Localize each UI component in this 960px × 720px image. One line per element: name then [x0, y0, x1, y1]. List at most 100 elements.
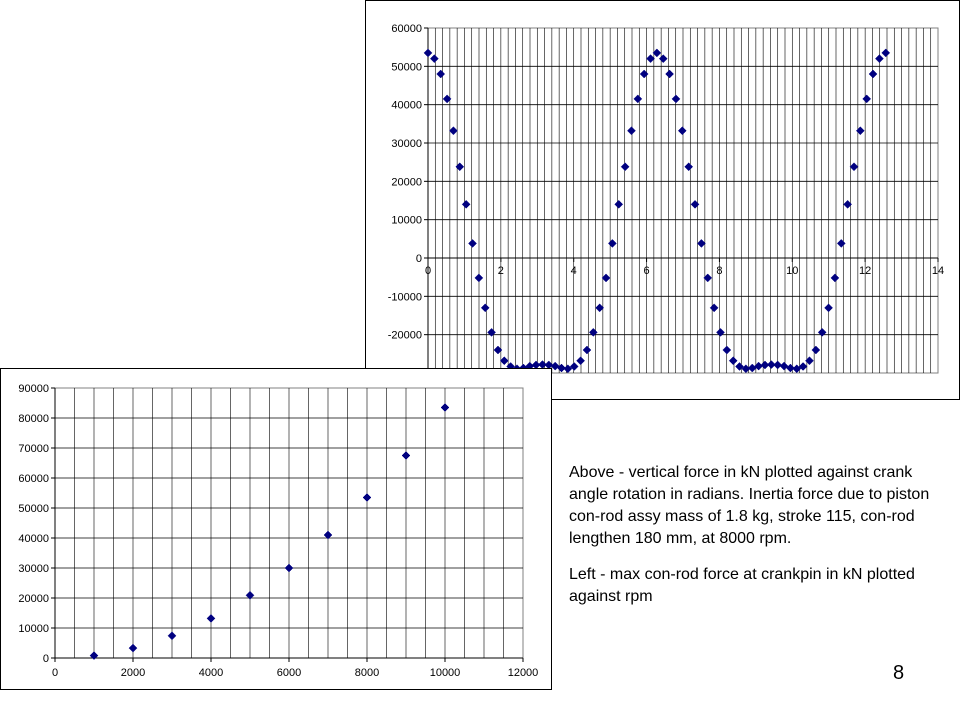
y-tick-label: 40000 [391, 100, 422, 112]
x-tick-label: 0 [425, 265, 431, 277]
x-tick-label: 4000 [199, 667, 223, 679]
data-point [362, 493, 372, 502]
data-point [563, 364, 573, 374]
x-tick-label: 6 [644, 265, 650, 277]
data-point [588, 328, 598, 337]
data-point [245, 590, 255, 600]
x-tick-label: 12 [859, 265, 871, 277]
y-tick-label: 20000 [391, 176, 422, 188]
data-point [786, 363, 795, 373]
data-point [595, 303, 605, 313]
data-point [499, 356, 509, 366]
data-point [716, 328, 725, 337]
data-point [487, 328, 496, 337]
data-point [722, 345, 732, 355]
data-point [862, 94, 872, 104]
data-point [868, 69, 878, 79]
data-point [830, 273, 840, 283]
data-point [442, 94, 452, 104]
data-point [468, 239, 477, 248]
data-point [658, 54, 668, 64]
data-point [690, 199, 700, 209]
data-point [620, 162, 630, 172]
x-tick-label: 8000 [355, 667, 379, 679]
x-tick-label: 10000 [430, 667, 461, 679]
y-tick-label: 60000 [18, 473, 49, 485]
data-point [474, 273, 484, 283]
data-point [436, 69, 446, 79]
data-point [608, 239, 617, 248]
data-point [323, 530, 333, 540]
y-tick-label: 70000 [18, 443, 49, 455]
data-point [735, 362, 744, 371]
data-point [677, 126, 687, 136]
data-point [875, 54, 884, 64]
data-point [557, 363, 566, 373]
data-point [760, 360, 770, 370]
data-point [89, 651, 99, 660]
data-point [703, 273, 713, 283]
rpm-force-chart: 0 10000 20000 30000 40000 50000 60000 70000 8000… [0, 368, 552, 690]
x-tick-label: 8 [716, 265, 722, 277]
y-tick-label: 60000 [391, 23, 422, 35]
y-tick-label: 20000 [18, 593, 49, 605]
data-point [779, 361, 789, 371]
caption-above: Above - vertical force in kN plotted aga… [569, 464, 930, 547]
data-point [582, 345, 592, 355]
y-tick-label: 80000 [18, 413, 49, 425]
data-point [697, 239, 706, 248]
data-point [665, 69, 674, 79]
data-point [798, 362, 808, 371]
data-point [652, 48, 662, 58]
data-point [576, 356, 585, 366]
crank-angle-force-chart: -30000-20000-100000100002000030000400005… [365, 0, 960, 400]
x-tick-label: 12000 [508, 667, 539, 679]
data-point [614, 199, 624, 209]
data-point [849, 162, 859, 172]
y-tick-label: -20000 [388, 330, 422, 342]
y-tick-label: 10000 [18, 623, 49, 635]
data-point [550, 361, 560, 371]
data-point [480, 303, 490, 313]
data-point [843, 199, 852, 209]
data-point [633, 94, 643, 104]
y-tick-label: 10000 [391, 215, 422, 227]
data-point [773, 360, 783, 370]
crank-angle-force-plot: -30000-20000-100000100002000030000400005… [388, 23, 944, 380]
y-tick-label: 0 [43, 653, 49, 665]
y-tick-label: 90000 [18, 383, 49, 395]
data-point [284, 563, 294, 573]
data-point [646, 54, 655, 64]
y-tick-label: 0 [416, 253, 422, 265]
data-point [728, 356, 738, 366]
x-tick-label: 2000 [121, 667, 145, 679]
data-point [824, 303, 833, 313]
rpm-force-plot: 0100002000030000400005000060000700008000… [18, 383, 539, 679]
data-point [440, 403, 450, 412]
data-point [881, 48, 891, 58]
data-point [709, 303, 719, 313]
data-point [206, 614, 216, 623]
data-point [817, 328, 827, 337]
data-point [601, 273, 611, 283]
data-point [792, 364, 802, 374]
data-point [811, 345, 821, 355]
data-point [401, 451, 411, 460]
y-tick-label: 30000 [391, 138, 422, 150]
data-point [671, 94, 681, 104]
x-tick-label: 0 [52, 667, 58, 679]
x-tick-label: 2 [498, 265, 504, 277]
y-tick-label: 30000 [18, 563, 49, 575]
x-tick-label: 10 [786, 265, 798, 277]
y-tick-label: -10000 [388, 291, 422, 303]
data-point [167, 631, 177, 641]
y-tick-label: 40000 [18, 533, 49, 545]
data-point [805, 356, 814, 366]
data-point [766, 360, 776, 369]
data-point [684, 162, 694, 172]
data-point [430, 54, 439, 64]
data-point [423, 48, 433, 58]
data-point [836, 239, 846, 248]
data-point [461, 199, 471, 209]
y-tick-label: 50000 [18, 503, 49, 515]
